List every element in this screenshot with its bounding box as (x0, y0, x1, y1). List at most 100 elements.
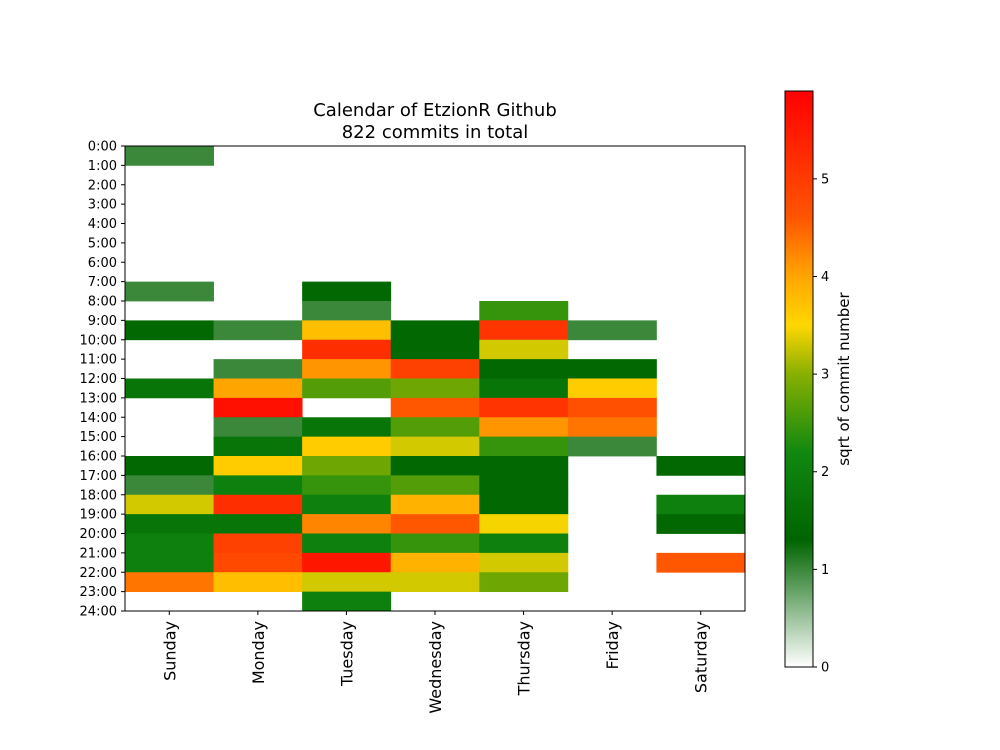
heatmap-cell (479, 456, 569, 476)
y-tick-label: 22:00 (80, 566, 117, 581)
heatmap-cell (390, 359, 480, 379)
y-tick-label: 1:00 (88, 159, 117, 174)
heatmap-cell (390, 397, 480, 418)
heatmap-cell (390, 552, 480, 573)
y-tick-label: 3:00 (88, 198, 117, 213)
heatmap-cell (390, 533, 480, 554)
heatmap-cell (656, 494, 746, 515)
heatmap-cell (302, 359, 392, 379)
y-tick-label: 23:00 (80, 585, 117, 600)
heatmap-cell (125, 146, 214, 166)
heatmap-cell (302, 417, 392, 438)
heatmap-cell (479, 378, 569, 399)
heatmap-cell (390, 572, 480, 593)
heatmap-cell (479, 397, 569, 418)
heatmap-cell (213, 572, 303, 593)
heatmap-cell (302, 591, 392, 612)
heatmap-cell (390, 514, 480, 534)
y-axis: 0:00 1:00 2:00 3:00 4:00 5:00 6:00 7:00 8:00 9:00… (80, 140, 125, 620)
heatmap-cell (125, 456, 214, 476)
heatmap-cell (213, 475, 303, 496)
y-tick-label: 18:00 (80, 488, 117, 503)
y-tick-label: 14:00 (80, 411, 117, 426)
heatmap-cell (213, 378, 303, 399)
y-tick-label: 6:00 (88, 256, 117, 271)
x-axis: Sunday Monday Tuesday Wednesday Thursday Frid… (160, 611, 711, 714)
y-tick-label: 9:00 (88, 314, 117, 329)
heatmap-cell (390, 417, 480, 438)
heatmap-cell (302, 572, 392, 593)
colorbar-tick-label: 4 (821, 270, 829, 285)
heatmap-cell (479, 417, 569, 438)
colorbar-tick-label: 0 (821, 661, 829, 676)
heatmap-cell (479, 339, 569, 360)
y-tick-label: 24:00 (80, 605, 117, 620)
x-tick-label: Tuesday (337, 621, 356, 687)
colorbar-ticks: 0 1 2 3 4 5 (813, 172, 829, 676)
colorbar-tick-label: 5 (821, 172, 829, 187)
heatmap-cell (213, 320, 303, 341)
heatmap-cell (213, 494, 303, 515)
heatmap-cell (567, 359, 657, 379)
heatmap-cell (656, 456, 746, 476)
x-tick-label: Monday (249, 621, 268, 684)
y-tick-label: 16:00 (80, 450, 117, 465)
heatmap-cell (567, 436, 657, 457)
y-tick-label: 15:00 (80, 430, 117, 445)
heatmap-cell (302, 378, 392, 399)
heatmap-cell (479, 436, 569, 457)
heatmap-cell (125, 494, 214, 515)
heatmap-cell (479, 359, 569, 379)
heatmap-cell (213, 359, 303, 379)
heatmap-cell (125, 552, 214, 573)
y-tick-label: 2:00 (88, 178, 117, 193)
heatmap-cell (479, 320, 569, 341)
heatmap-cell (302, 533, 392, 554)
heatmap-cell (213, 533, 303, 554)
y-tick-label: 11:00 (80, 353, 117, 368)
colorbar-tick-label: 1 (821, 563, 829, 578)
y-tick-label: 13:00 (80, 391, 117, 406)
y-tick-label: 10:00 (80, 333, 117, 348)
heatmap-cell (302, 436, 392, 457)
heatmap-cell (390, 378, 480, 399)
heatmap-cell (656, 514, 746, 534)
heatmap-cell (567, 320, 657, 341)
heatmap-cell (213, 552, 303, 573)
y-tick-label: 7:00 (88, 275, 117, 290)
heatmap-cell (390, 456, 480, 476)
chart-subtitle: 822 commits in total (342, 122, 529, 143)
heatmap-cell (656, 552, 746, 573)
heatmap-cell (479, 552, 569, 573)
heatmap-cell (479, 301, 569, 321)
heatmap-cell (567, 378, 657, 399)
heatmap-cell (125, 514, 214, 534)
y-tick-label: 12:00 (80, 372, 117, 387)
x-tick-label: Sunday (160, 621, 179, 681)
heatmap-cell (213, 514, 303, 534)
heatmap-cell (390, 475, 480, 496)
heatmap-cell (302, 552, 392, 573)
heatmap-cell (302, 301, 392, 321)
colorbar-gradient (784, 90, 814, 668)
x-tick-label: Saturday (692, 621, 711, 693)
colorbar-tick-label: 2 (821, 465, 829, 480)
heatmap-cell (125, 475, 214, 496)
heatmap-cell (125, 533, 214, 554)
heatmap-cell (390, 339, 480, 360)
heatmap-cell (213, 456, 303, 476)
heatmap-cell (479, 514, 569, 534)
heatmap-cell (302, 494, 392, 515)
colorbar-tick-label: 3 (821, 368, 829, 383)
heatmap-cell (567, 397, 657, 418)
y-tick-label: 4:00 (88, 217, 117, 232)
heatmap-cell (479, 533, 569, 554)
heatmap-cell (479, 475, 569, 496)
heatmap-cell (302, 475, 392, 496)
x-tick-label: Wednesday (426, 621, 445, 714)
heatmap-cell (302, 456, 392, 476)
heatmap-cell (213, 436, 303, 457)
heatmap-cell (125, 378, 214, 399)
heatmap-cell (390, 320, 480, 341)
